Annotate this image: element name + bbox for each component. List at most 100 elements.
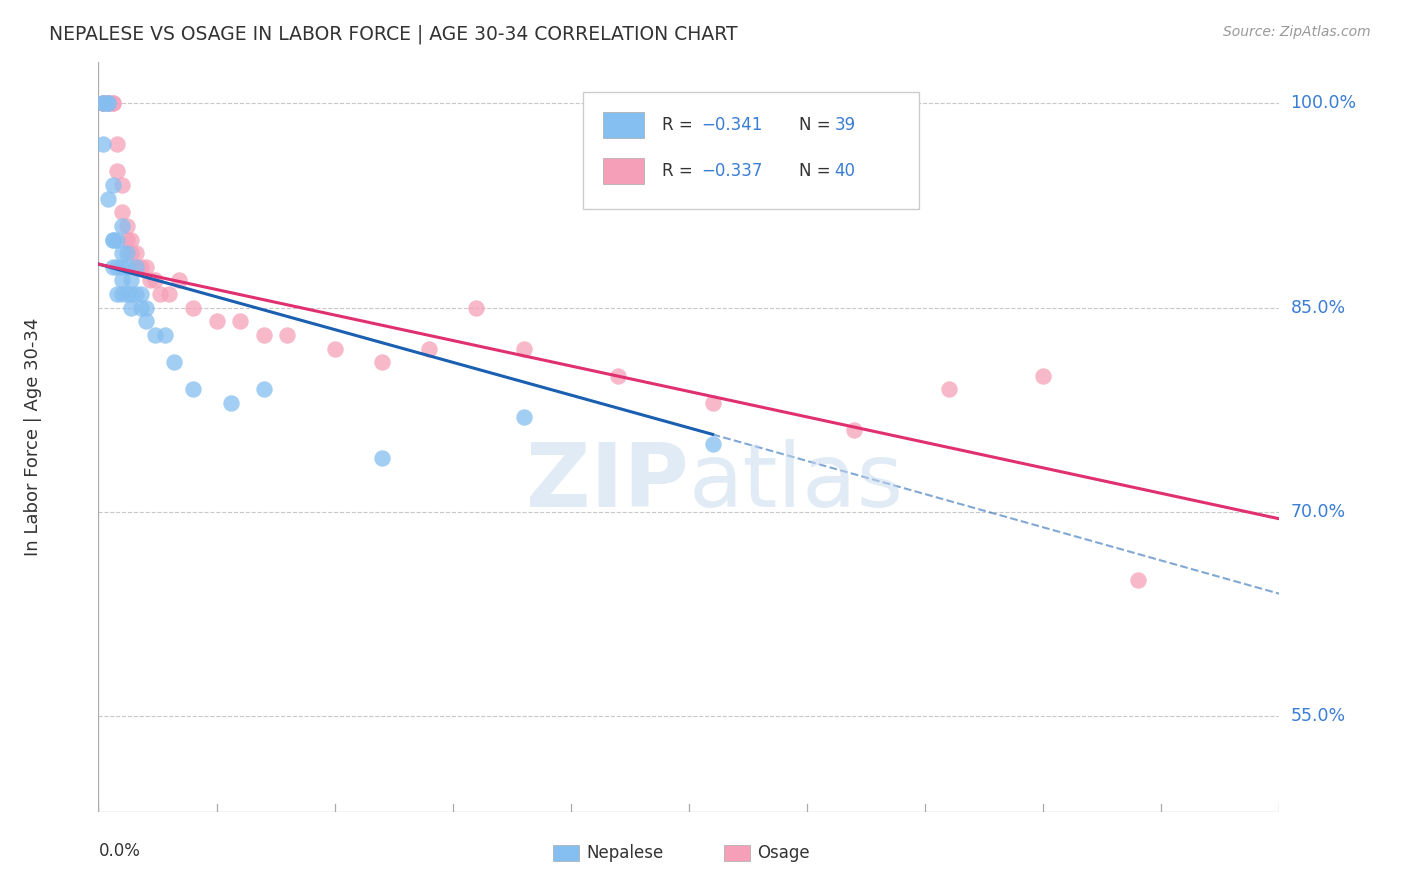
Text: −0.337: −0.337 bbox=[700, 162, 762, 180]
Point bbox=[205, 314, 228, 328]
Point bbox=[143, 273, 166, 287]
Point bbox=[229, 314, 252, 328]
Point bbox=[125, 287, 148, 301]
Point bbox=[149, 287, 172, 301]
Point bbox=[125, 260, 148, 274]
Point bbox=[844, 423, 866, 437]
Point bbox=[91, 96, 114, 111]
Text: 70.0%: 70.0% bbox=[1291, 503, 1346, 521]
Point bbox=[101, 96, 124, 111]
Point bbox=[323, 342, 346, 356]
Point bbox=[121, 273, 143, 287]
Point bbox=[253, 383, 276, 397]
Bar bbox=[553, 845, 579, 861]
Text: In Labor Force | Age 30-34: In Labor Force | Age 30-34 bbox=[24, 318, 42, 557]
Point bbox=[115, 287, 138, 301]
Point bbox=[105, 137, 128, 152]
Point bbox=[607, 368, 630, 383]
Point bbox=[1032, 368, 1054, 383]
Point bbox=[135, 260, 157, 274]
Point bbox=[938, 383, 960, 397]
Point bbox=[97, 96, 120, 111]
Point bbox=[276, 327, 298, 342]
Text: 40: 40 bbox=[834, 162, 855, 180]
Point bbox=[167, 273, 190, 287]
Point bbox=[135, 314, 157, 328]
Point bbox=[1220, 872, 1243, 887]
Point bbox=[115, 219, 138, 233]
Point bbox=[111, 205, 134, 219]
FancyBboxPatch shape bbox=[582, 93, 920, 209]
Point bbox=[101, 233, 124, 247]
Point bbox=[143, 327, 166, 342]
Point bbox=[121, 233, 143, 247]
Point bbox=[97, 96, 120, 111]
Point bbox=[121, 246, 143, 260]
Text: 55.0%: 55.0% bbox=[1291, 707, 1346, 725]
Point bbox=[101, 96, 124, 111]
Point bbox=[105, 164, 128, 178]
Point bbox=[101, 178, 124, 192]
Point bbox=[512, 409, 534, 424]
Text: atlas: atlas bbox=[689, 439, 904, 525]
Point bbox=[97, 96, 120, 111]
Point bbox=[702, 437, 724, 451]
Text: 39: 39 bbox=[834, 116, 855, 134]
Point bbox=[139, 273, 162, 287]
Text: Osage: Osage bbox=[758, 844, 810, 862]
Text: Source: ZipAtlas.com: Source: ZipAtlas.com bbox=[1223, 25, 1371, 39]
Text: −0.341: −0.341 bbox=[700, 116, 762, 134]
Point bbox=[125, 260, 148, 274]
Text: 100.0%: 100.0% bbox=[1291, 95, 1357, 112]
Text: R =: R = bbox=[662, 116, 697, 134]
Point bbox=[253, 327, 276, 342]
Point bbox=[129, 260, 152, 274]
Point bbox=[101, 260, 124, 274]
Text: 85.0%: 85.0% bbox=[1291, 299, 1346, 317]
Point bbox=[101, 233, 124, 247]
Point bbox=[129, 287, 152, 301]
Point bbox=[91, 96, 114, 111]
Text: NEPALESE VS OSAGE IN LABOR FORCE | AGE 30-34 CORRELATION CHART: NEPALESE VS OSAGE IN LABOR FORCE | AGE 3… bbox=[49, 25, 738, 45]
Point bbox=[512, 342, 534, 356]
Point bbox=[702, 396, 724, 410]
Point bbox=[91, 137, 114, 152]
Text: 0.0%: 0.0% bbox=[98, 842, 141, 860]
Point bbox=[181, 301, 204, 315]
Text: Nepalese: Nepalese bbox=[586, 844, 664, 862]
Point bbox=[111, 273, 134, 287]
Point bbox=[121, 301, 143, 315]
Point bbox=[111, 246, 134, 260]
Point bbox=[219, 396, 242, 410]
Text: R =: R = bbox=[662, 162, 697, 180]
Point bbox=[153, 327, 176, 342]
Point bbox=[135, 301, 157, 315]
Text: N =: N = bbox=[799, 116, 835, 134]
Point bbox=[105, 260, 128, 274]
Point bbox=[111, 219, 134, 233]
Point bbox=[129, 301, 152, 315]
Point bbox=[418, 342, 440, 356]
Point bbox=[157, 287, 180, 301]
Point bbox=[465, 301, 488, 315]
Point bbox=[97, 192, 120, 206]
Bar bbox=[603, 112, 644, 137]
Point bbox=[1126, 573, 1149, 587]
Point bbox=[105, 287, 128, 301]
Point bbox=[125, 246, 148, 260]
Point bbox=[115, 260, 138, 274]
Text: N =: N = bbox=[799, 162, 835, 180]
Point bbox=[111, 178, 134, 192]
Bar bbox=[724, 845, 751, 861]
Bar bbox=[603, 158, 644, 185]
Point bbox=[163, 355, 186, 369]
Point bbox=[115, 246, 138, 260]
Point bbox=[91, 96, 114, 111]
Text: ZIP: ZIP bbox=[526, 439, 689, 525]
Point bbox=[371, 355, 394, 369]
Point bbox=[91, 96, 114, 111]
Point bbox=[115, 233, 138, 247]
Point bbox=[111, 260, 134, 274]
Point bbox=[111, 287, 134, 301]
Point bbox=[371, 450, 394, 465]
